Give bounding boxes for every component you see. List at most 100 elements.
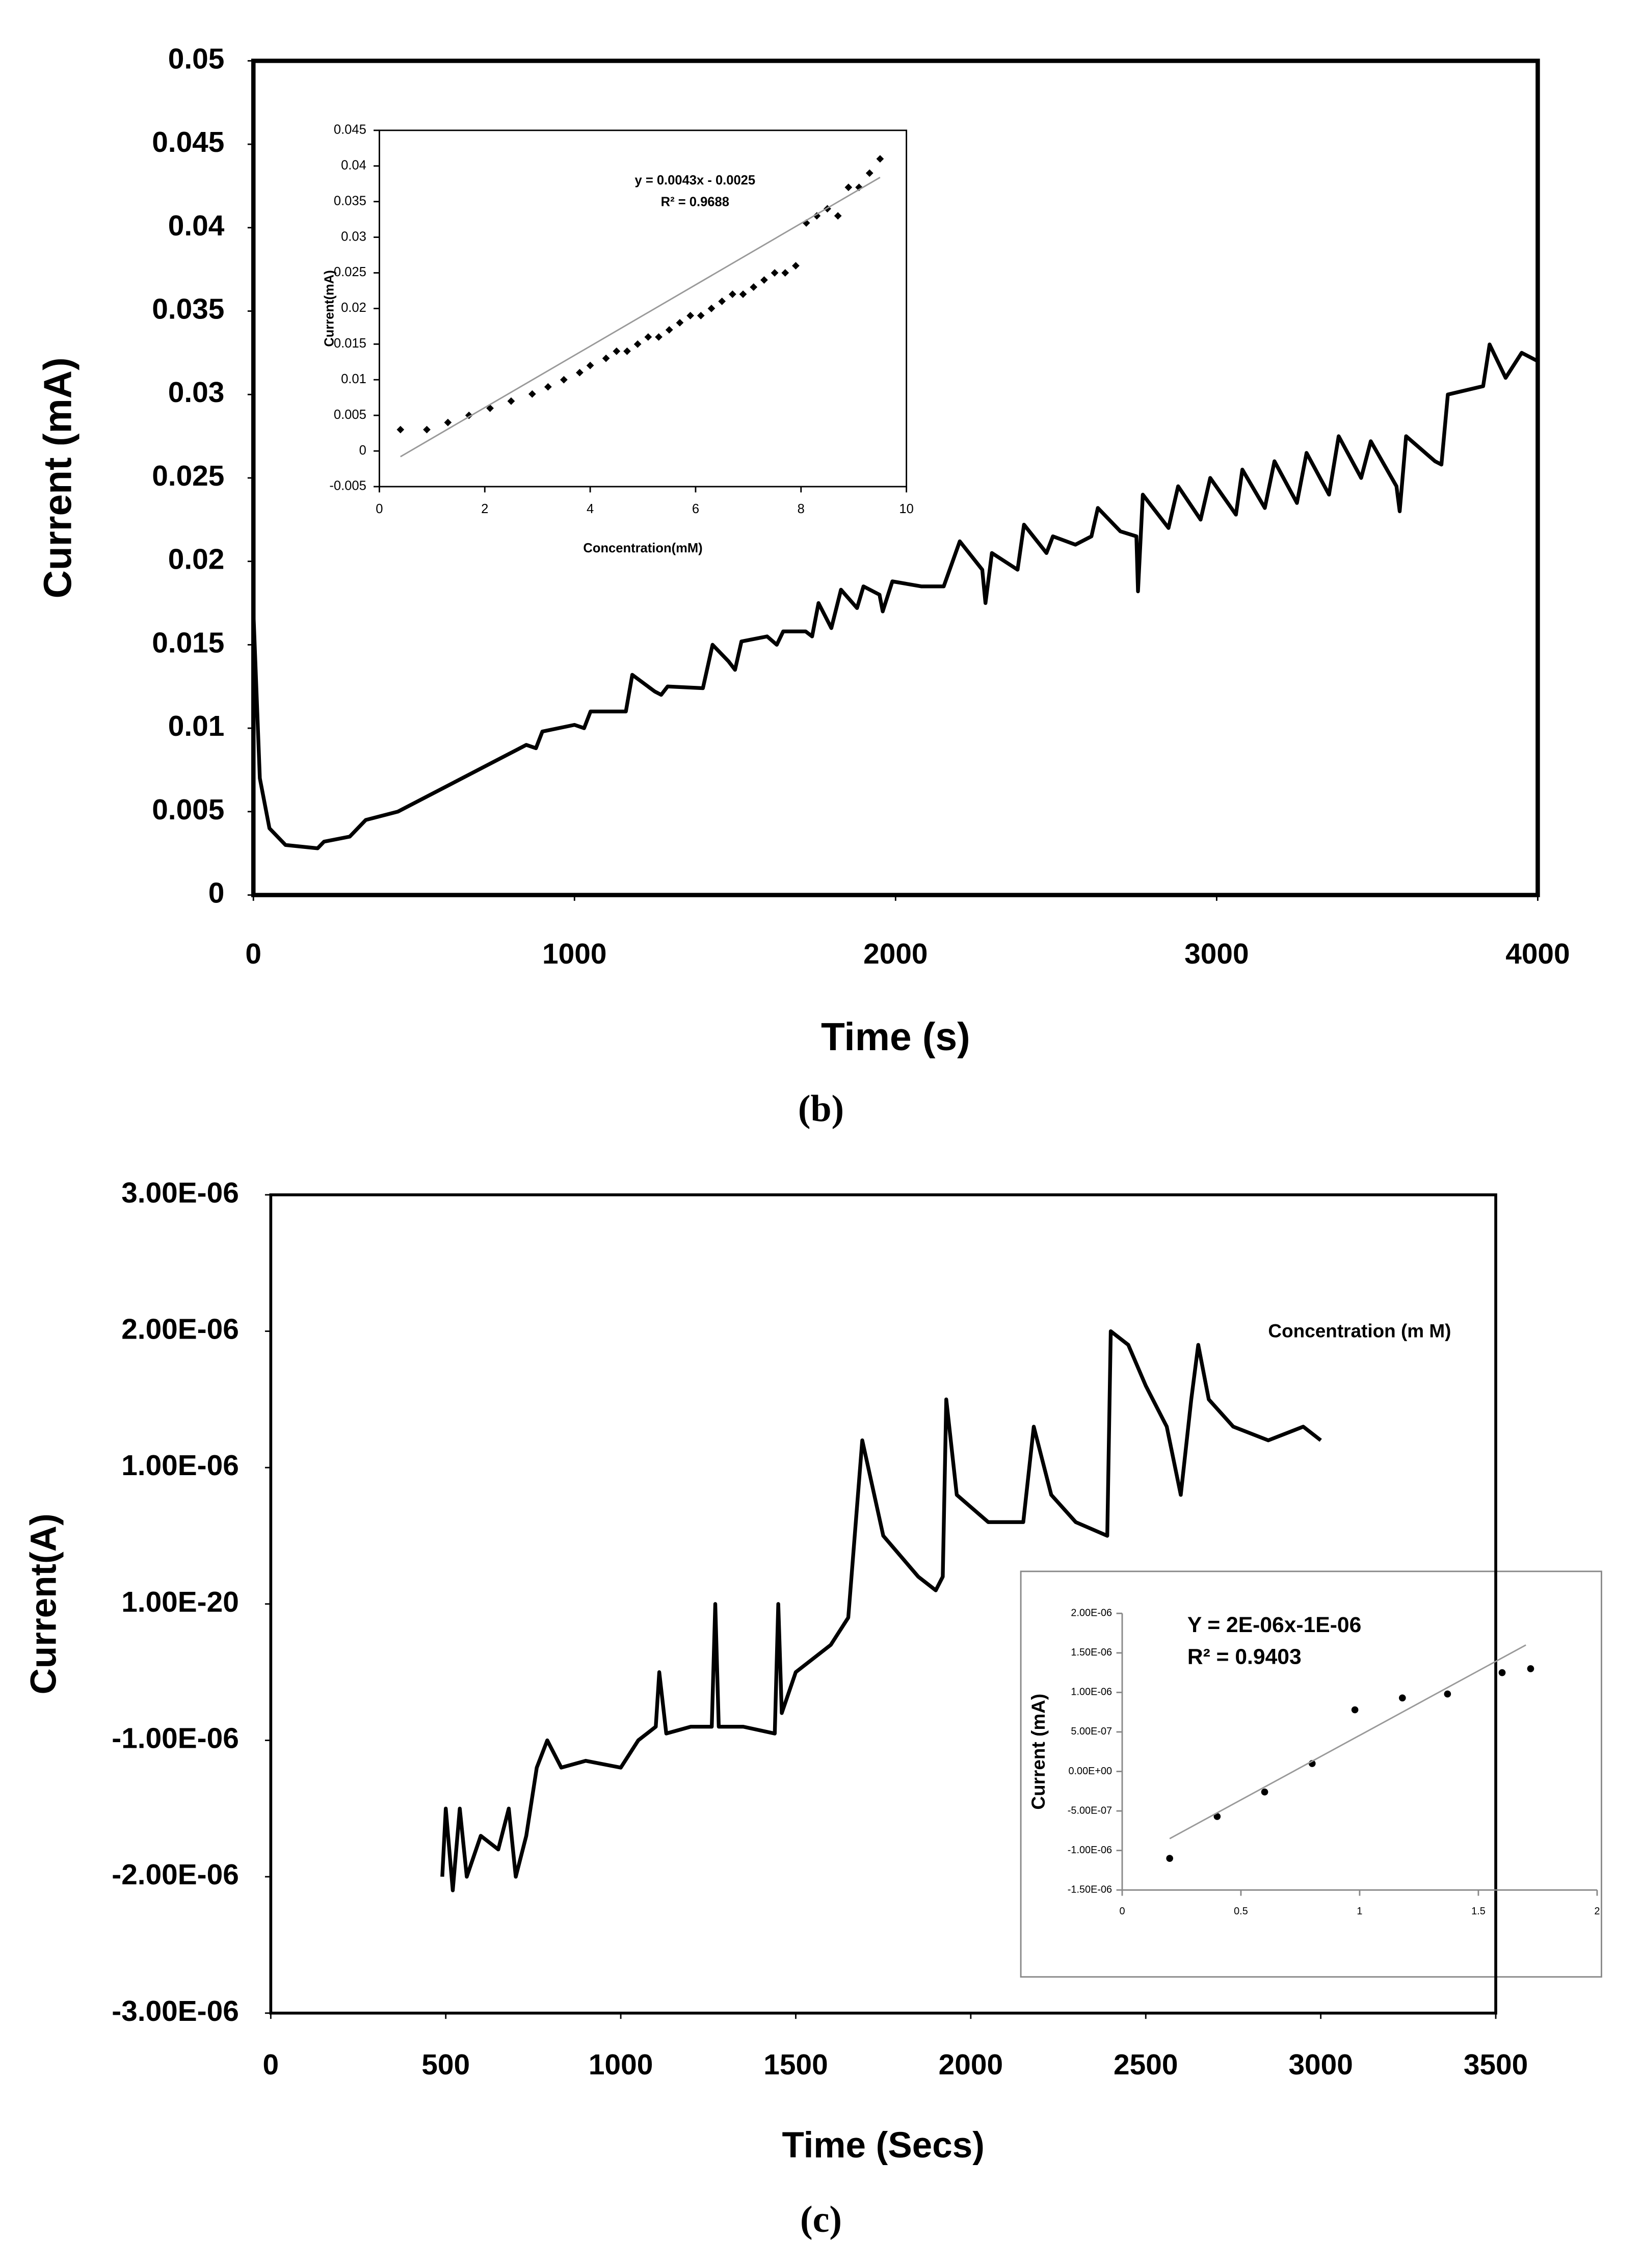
x-axis-label: Concentration(mM)	[583, 541, 702, 555]
y-axis-label: Current (mA)	[1028, 1694, 1049, 1810]
y-tick-label: 0.025	[334, 265, 366, 279]
y-tick-label: 0	[359, 443, 366, 458]
x-tick-label: 0.5	[1234, 1906, 1248, 1917]
y-tick-label: 2.00E-06	[1071, 1608, 1112, 1619]
data-point	[1213, 1813, 1221, 1820]
x-tick-label: 1	[1357, 1906, 1362, 1917]
data-line	[251, 342, 1539, 850]
y-tick-label: 1.00E-20	[121, 1586, 239, 1618]
data-point	[728, 290, 736, 298]
y-tick-label: 0.02	[168, 544, 225, 576]
y-tick-label: 2.00E-06	[121, 1314, 239, 1346]
inset-background	[292, 109, 921, 545]
y-tick-label: -5.00E-07	[1068, 1805, 1112, 1816]
data-point	[876, 155, 884, 163]
y-tick-label: -3.00E-06	[112, 1995, 239, 2027]
x-tick-label: 1000	[542, 938, 606, 970]
x-tick-label: 2	[481, 502, 488, 516]
x-tick-label: 3500	[1464, 2049, 1528, 2081]
data-line	[400, 176, 881, 458]
y-tick-label: 0.035	[334, 194, 366, 208]
data-point	[1261, 1789, 1268, 1796]
x-axis-label: Time (s)	[821, 1016, 970, 1059]
x-tick-label: 3000	[1288, 2049, 1353, 2081]
y-tick-label: 0.045	[334, 123, 366, 137]
data-point	[1399, 1694, 1406, 1702]
y-tick-label: 0.025	[152, 460, 224, 492]
x-tick-label: 1000	[589, 2049, 653, 2081]
annotation: Y = 2E-06x-1E-06	[1187, 1613, 1361, 1637]
data-point	[760, 276, 768, 284]
y-tick-label: -2.00E-06	[112, 1859, 239, 1891]
y-tick-label: 0.03	[168, 377, 225, 409]
data-point	[544, 383, 552, 391]
x-tick-label: 3000	[1184, 938, 1249, 970]
data-point	[1166, 1855, 1173, 1862]
y-tick-label: 0.015	[152, 627, 224, 659]
caption: (b)	[798, 1087, 844, 1129]
data-point	[586, 361, 594, 369]
y-axis-label: Current (mA)	[37, 357, 80, 598]
y-tick-label: -1.00E-06	[112, 1722, 239, 1754]
data-point	[444, 418, 452, 426]
annotation: R² = 0.9403	[1187, 1645, 1302, 1669]
annotation: y = 0.0043x - 0.0025	[635, 173, 756, 188]
data-point	[655, 333, 663, 341]
y-tick-label: -1.50E-06	[1068, 1884, 1112, 1895]
y-tick-label: 0.03	[341, 229, 366, 244]
data-point	[855, 183, 863, 192]
x-axis-label: Concentration (m M)	[1268, 1321, 1451, 1342]
data-point	[1498, 1669, 1506, 1676]
data-point	[750, 283, 758, 291]
caption: (c)	[800, 2198, 842, 2240]
x-tick-label: 1500	[763, 2049, 828, 2081]
y-tick-label: 0.01	[341, 372, 366, 386]
x-axis-label: Time (Secs)	[782, 2125, 984, 2166]
x-tick-label: 2	[1594, 1906, 1600, 1917]
y-tick-label: 1.00E-06	[1071, 1687, 1112, 1698]
data-point	[560, 376, 568, 384]
x-tick-label: 2500	[1114, 2049, 1178, 2081]
y-tick-label: 0.005	[334, 408, 366, 422]
data-point	[1527, 1665, 1534, 1672]
x-tick-label: 6	[692, 502, 699, 516]
y-tick-label: 1.50E-06	[1071, 1647, 1112, 1658]
y-tick-label: -1.00E-06	[1068, 1845, 1112, 1856]
y-tick-label: 1.00E-06	[121, 1450, 239, 1482]
y-tick-label: 0.005	[152, 794, 224, 826]
y-tick-label: 0.00E+00	[1068, 1766, 1112, 1777]
y-tick-label: -0.005	[329, 479, 366, 493]
y-tick-label: 0.035	[152, 293, 224, 326]
data-point	[1351, 1706, 1359, 1714]
data-point	[507, 397, 515, 405]
y-tick-label: 0.04	[168, 210, 225, 242]
inset-frame	[1020, 1570, 1602, 1978]
y-tick-label: 0.04	[341, 158, 366, 172]
x-tick-label: 500	[421, 2049, 470, 2081]
x-tick-label: 4	[587, 502, 594, 516]
y-tick-label: 0.015	[334, 336, 366, 351]
x-tick-label: 0	[1119, 1906, 1125, 1917]
data-point	[844, 183, 853, 192]
data-point	[528, 390, 536, 398]
x-tick-label: 2000	[863, 938, 928, 970]
annotation: R² = 0.9688	[661, 195, 729, 209]
y-tick-label: 0.05	[168, 43, 225, 75]
y-axis-label: Current(A)	[24, 1513, 64, 1694]
y-tick-label: 0.02	[341, 301, 366, 315]
data-point	[423, 425, 431, 434]
y-axis-label: Current(mA)	[323, 270, 337, 347]
y-tick-label: 0.01	[168, 710, 225, 742]
data-point	[1444, 1690, 1451, 1698]
y-tick-label: 5.00E-07	[1071, 1726, 1112, 1737]
y-tick-label: 0.045	[152, 126, 224, 158]
data-point	[792, 262, 800, 270]
x-tick-label: 1.5	[1471, 1906, 1486, 1917]
x-tick-label: 2000	[939, 2049, 1003, 2081]
x-tick-label: 4000	[1505, 938, 1570, 970]
x-tick-label: 0	[245, 938, 261, 970]
data-point	[644, 333, 652, 341]
y-tick-label: 3.00E-06	[121, 1177, 239, 1209]
